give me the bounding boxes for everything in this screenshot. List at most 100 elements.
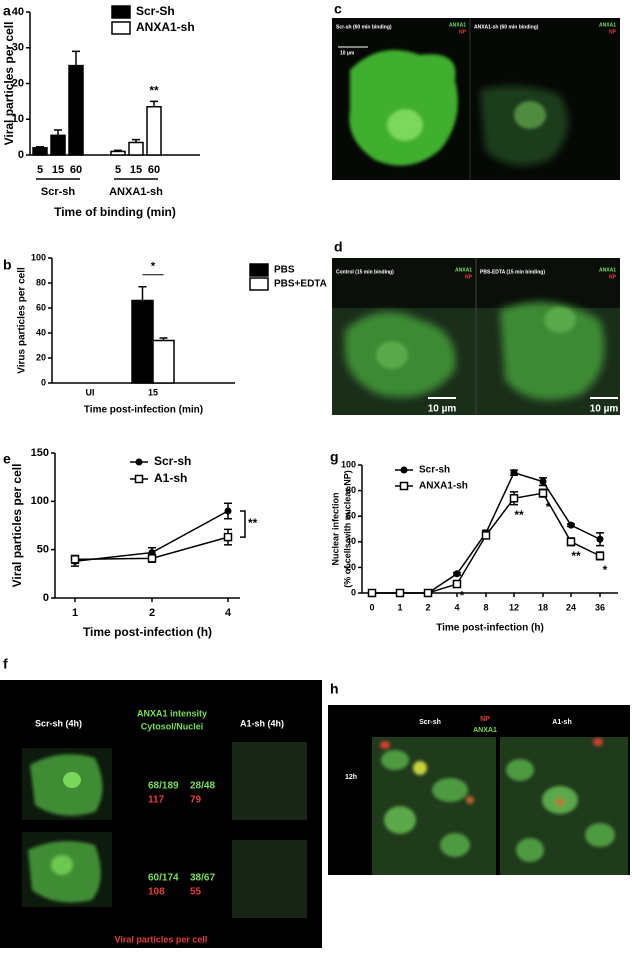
y-axis-label: (% of cells with nuclear NP) [342,470,352,588]
particles: 108 [148,887,165,898]
legend-text: ANXA1 intensity [137,708,207,718]
marker [453,570,461,578]
legend-swatch [111,5,131,19]
annotation: ** [149,84,159,98]
legend-label: ANXA1-sh [136,20,195,34]
y-tick-label: 100 [31,252,46,262]
y-axis-label: Viral particles per cell [10,464,24,588]
y-tick-label: 20 [346,562,356,572]
x-tick-label: 1 [72,607,78,619]
marker [510,469,518,477]
bar [68,64,84,156]
x-tick-label: 15 [130,164,142,176]
panel-label: a [3,3,11,19]
bar [131,299,154,384]
panel-label: g [330,449,339,465]
micrograph-c: Scr-sh (60 min binding) ANXA1 NP ANXA1-s… [332,18,620,180]
x-tick-label: 5 [37,164,43,176]
ratio: 60/174 [148,873,179,884]
marker [566,537,576,547]
micrograph-f: Scr-sh (4h) A1-sh (4h) ANXA1 intensity C… [0,680,322,948]
y-tick-label: 80 [36,277,46,287]
legend-label: Scr-Sh [136,4,175,18]
y-tick-label: 80 [346,485,356,495]
micrograph-d: Control (15 min binding) ANXA1 NP PBS-ED… [332,258,620,415]
x-tick-label: 36 [595,602,605,612]
x-tick-label: 5 [115,164,121,176]
x-tick-label: 8 [483,602,488,612]
time-label: 12h [345,774,357,781]
y-tick-label: 30 [12,42,24,54]
bar [128,141,144,156]
panel-label: h [330,681,339,697]
legend-swatch [249,277,269,291]
image-title: Scr-sh (4h) [35,718,82,728]
image-title: ANXA1-sh (60 min binding) [474,24,539,30]
legend-marker [135,458,143,466]
image-title: Control (15 min binding) [336,269,394,275]
legend-label: PBS+EDTA [274,279,327,290]
bar [32,147,48,156]
legend-marker [400,466,408,474]
image-title: A1-sh [552,719,571,726]
channel-label: NP [465,274,473,280]
x-tick-label: 60 [70,164,82,176]
legend-label: A1-sh [154,471,187,485]
legend-label: ANXA1-sh [419,481,468,492]
ratio: 38/67 [190,873,215,884]
marker [539,478,547,486]
particles: 117 [148,795,165,806]
panel-label: f [3,656,8,672]
marker [223,532,233,542]
x-axis-label: Time of binding (min) [54,205,176,219]
annotation: ** [514,508,524,522]
bar [152,339,175,384]
channel-label: ANXA1 [599,22,616,28]
y-tick-label: 0 [18,149,24,161]
significance-bracket [240,510,246,538]
bar [110,150,126,156]
annotation: ** [571,549,581,563]
panel-label: c [334,1,342,17]
image-title: A1-sh (4h) [240,718,284,728]
y-tick-label: 0 [41,377,46,387]
panel-label: e [3,451,11,467]
scale-label: 10 µm [590,404,619,415]
y-tick-label: 0 [351,587,356,597]
x-tick-label: 15 [148,387,158,397]
x-tick-label: 2 [425,602,430,612]
legend-swatch [111,21,131,35]
x-axis-label: Time post-infection (h) [83,625,212,639]
scale-label: 10 µm [340,50,355,56]
marker [423,588,433,598]
marker [509,494,519,503]
annotation: * [151,261,156,273]
marker [147,554,157,563]
particles: 79 [190,795,202,806]
channel-label: ANXA1 [455,267,472,273]
x-tick-label: UI [86,387,95,397]
x-tick-label: 1 [397,602,402,612]
bar [50,134,66,156]
channel-label: NP [480,716,490,723]
marker [224,507,232,515]
legend-swatch [249,263,269,277]
x-tick-label: 24 [566,602,576,612]
y-axis-label: Nuclear infection [330,492,340,565]
y-tick-label: 50 [37,544,49,556]
marker [567,521,575,529]
annotation: * [460,588,465,602]
y-tick-label: 60 [36,302,46,312]
x-tick-label: 2 [149,607,155,619]
channel-label: ANXA1 [473,727,497,734]
x-axis-label: Time post-infection (min) [84,405,203,416]
y-tick-label: 20 [36,352,46,362]
y-tick-label: 100 [341,459,356,469]
x-tick-label: 18 [538,602,548,612]
particles: 55 [190,887,202,898]
micrograph-h: Scr-sh A1-sh NP ANXA1 12h [328,705,630,875]
x-tick-label: 0 [369,602,374,612]
legend-text: Cytosol/Nuclei [141,721,204,731]
legend-marker [399,481,409,491]
